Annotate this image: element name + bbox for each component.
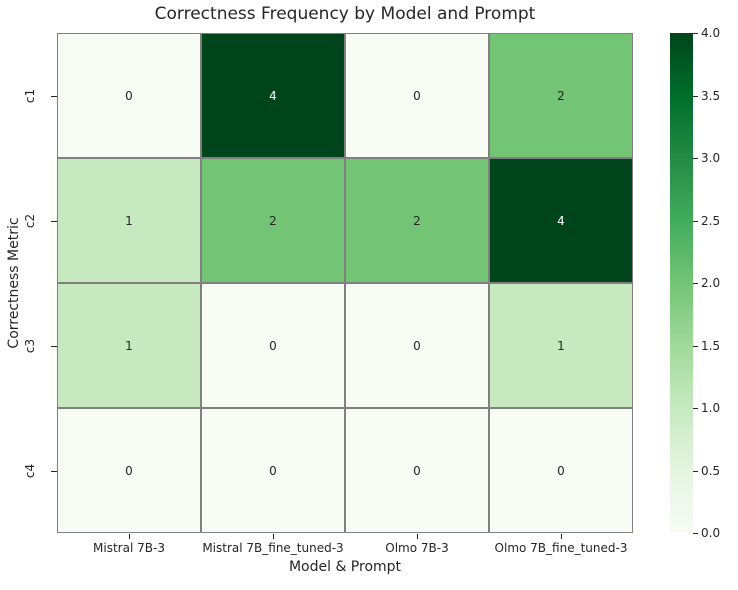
cell-value: 0: [413, 88, 421, 103]
cell-value: 4: [557, 213, 565, 228]
colorbar-tick-mark: [693, 220, 698, 222]
heatmap-cell-c1-1: 4: [202, 34, 344, 157]
y-tick-mark: [51, 220, 57, 222]
heatmap-cell-c2-3: 4: [490, 159, 632, 282]
heatmap-cell-c4-2: 0: [346, 409, 488, 532]
y-tick-mark: [51, 470, 57, 472]
cell-value: 4: [269, 88, 277, 103]
cell-value: 0: [269, 463, 277, 478]
cell-value: 1: [125, 338, 133, 353]
cell-value: 0: [413, 463, 421, 478]
cell-value: 0: [557, 463, 565, 478]
heatmap-cell-c4-1: 0: [202, 409, 344, 532]
colorbar-tick-mark: [693, 33, 698, 34]
x-tick-mark: [273, 534, 274, 539]
colorbar-tick-mark: [693, 345, 698, 347]
colorbar-tick-label: 1.0: [701, 401, 721, 415]
x-axis-label: Model & Prompt: [288, 559, 402, 575]
colorbar-tick-label: 1.5: [701, 338, 721, 353]
x-tick-label: Olmo 7B-3: [385, 541, 449, 555]
x-tick-label: Mistral 7B_fine_tuned-3: [202, 541, 344, 555]
y-tick-mark: [51, 345, 57, 347]
y-tick-mark: [51, 95, 57, 97]
heatmap-grid: 0 4 0 2 1 2 2 4 1 0 0 1 0 0 0 0: [57, 33, 633, 533]
colorbar-tick-mark: [693, 470, 698, 472]
colorbar-tick-label: 4.0: [701, 26, 721, 40]
colorbar-tick-mark: [693, 533, 698, 534]
heatmap-cell-c3-2: 0: [346, 284, 488, 407]
heatmap-cell-c1-2: 0: [346, 34, 488, 157]
x-tick-label: Mistral 7B-3: [93, 541, 165, 555]
colorbar-tick-label: 2.0: [701, 276, 721, 290]
colorbar-tick-label: 0.5: [701, 463, 721, 478]
cell-value: 2: [557, 88, 565, 103]
colorbar-tick-mark: [693, 283, 698, 284]
cell-value: 2: [269, 213, 277, 228]
colorbar-tick-label: 3.0: [701, 151, 721, 165]
y-tick-label-c4: c4: [23, 463, 37, 478]
x-tick-mark: [129, 534, 130, 539]
cell-value: 0: [269, 338, 277, 353]
colorbar-tick-mark: [693, 158, 698, 159]
colorbar-tick-label: 2.5: [701, 213, 721, 228]
heatmap-cell-c3-3: 1: [490, 284, 632, 407]
cell-value: 0: [413, 338, 421, 353]
colorbar-tick-label: 3.5: [701, 88, 721, 103]
colorbar-tick-mark: [693, 408, 698, 409]
cell-value: 0: [125, 463, 133, 478]
y-tick-label-c2: c2: [23, 213, 37, 228]
heatmap-cell-c4-3: 0: [490, 409, 632, 532]
cell-value: 2: [413, 213, 421, 228]
colorbar-tick-label: 0.0: [701, 526, 721, 540]
cell-value: 0: [125, 88, 133, 103]
colorbar-tick-mark: [693, 95, 698, 97]
heatmap-cell-c1-0: 0: [58, 34, 200, 157]
heatmap-cell-c4-0: 0: [58, 409, 200, 532]
heatmap-cell-c2-1: 2: [202, 159, 344, 282]
chart-title: Correctness Frequency by Model and Promp…: [154, 4, 536, 24]
heatmap-cell-c3-0: 1: [58, 284, 200, 407]
x-tick-label: Olmo 7B_fine_tuned-3: [494, 541, 628, 555]
heatmap-cell-c3-1: 0: [202, 284, 344, 407]
y-axis-label: Correctness Metric: [6, 217, 22, 349]
y-tick-label-c3: c3: [23, 338, 37, 353]
y-tick-label-c1: c1: [23, 88, 37, 103]
colorbar: [670, 33, 693, 533]
heatmap-cell-c1-3: 2: [490, 34, 632, 157]
cell-value: 1: [125, 213, 133, 228]
cell-value: 1: [557, 338, 565, 353]
heatmap-cell-c2-0: 1: [58, 159, 200, 282]
x-tick-mark: [561, 534, 562, 539]
heatmap-cell-c2-2: 2: [346, 159, 488, 282]
x-tick-mark: [417, 534, 418, 539]
